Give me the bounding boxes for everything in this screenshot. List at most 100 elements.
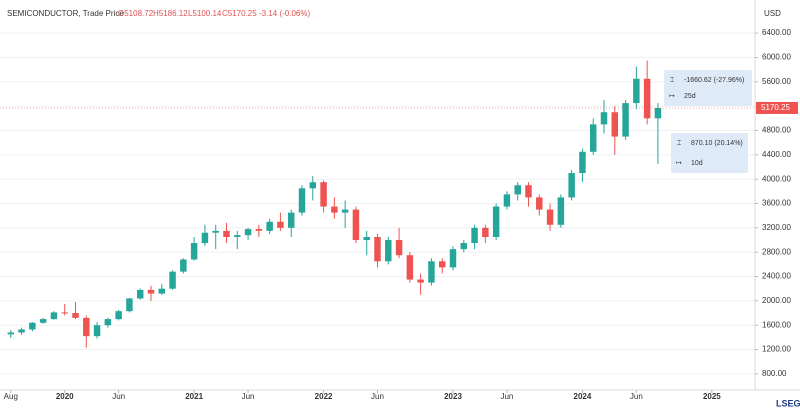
candle-body	[158, 288, 166, 294]
measure-change: -1660.62 (-27.96%)	[684, 77, 744, 84]
candle-body	[654, 107, 662, 119]
y-tick-label: 800.00	[762, 369, 787, 378]
candle-body	[471, 227, 478, 244]
candle-body	[449, 249, 457, 268]
measure-box	[671, 133, 748, 173]
x-tick-label: 2022	[315, 392, 333, 401]
y-tick-label: 3600.00	[762, 199, 791, 208]
candle-body	[589, 124, 597, 152]
x-tick-label: 2023	[444, 392, 462, 401]
measure-icon: ⌶	[670, 77, 674, 84]
candle-body	[374, 236, 381, 262]
measure-icon: ⌶	[677, 140, 681, 147]
candle-body	[600, 112, 608, 125]
y-tick-label: 4000.00	[762, 174, 791, 183]
candle-body	[83, 317, 90, 337]
candle-body	[201, 232, 209, 244]
x-tick-label: Jun	[500, 392, 513, 401]
candle-body	[536, 197, 543, 210]
candle-body	[622, 103, 629, 137]
candle-body	[428, 261, 435, 283]
close-value: C5170.25	[222, 9, 257, 18]
measure-box	[664, 70, 752, 106]
candle-body	[406, 255, 414, 280]
candle-body	[287, 212, 295, 228]
candle-body	[298, 188, 306, 213]
candle-body	[93, 325, 101, 337]
y-tick-label: 3200.00	[762, 223, 791, 232]
candle-body	[568, 173, 575, 198]
candle-body	[438, 261, 446, 268]
candle-body	[525, 185, 532, 198]
candle-body	[460, 243, 468, 250]
candle-body	[611, 112, 619, 137]
candle-body	[50, 312, 58, 320]
candle-body	[309, 182, 317, 189]
y-tick-label: 1200.00	[762, 345, 791, 354]
candle-body	[557, 197, 565, 225]
candle-body	[320, 182, 327, 207]
y-tick-label: 4400.00	[762, 150, 791, 159]
x-tick-label: 2024	[574, 392, 592, 401]
candle-body	[244, 229, 252, 236]
candle-body	[104, 319, 112, 326]
y-tick-label: 2400.00	[762, 272, 791, 281]
y-tick-label: 1600.00	[762, 320, 791, 329]
candle-body	[492, 206, 500, 237]
measure-change: 870.10 (20.14%)	[691, 140, 743, 147]
y-tick-label: 2800.00	[762, 247, 791, 256]
candle-body	[395, 240, 403, 256]
candle-body	[331, 206, 338, 213]
candle-body	[633, 78, 640, 104]
candle-body	[18, 329, 25, 333]
candle-body	[7, 332, 15, 335]
brand-logo: LSEG	[776, 398, 800, 408]
candle-body	[147, 289, 155, 294]
y-tick-label: 6400.00	[762, 28, 791, 37]
candle-body	[417, 279, 424, 283]
candle-body	[29, 322, 36, 330]
x-tick-label: Jun	[242, 392, 255, 401]
candle-body	[136, 289, 144, 299]
candle-body	[482, 227, 489, 237]
candle-body	[277, 221, 284, 228]
candle-body	[341, 209, 349, 213]
candle-body	[223, 230, 230, 237]
candle-body	[61, 312, 68, 314]
x-tick-label: Jun	[371, 392, 384, 401]
candle-body	[72, 313, 79, 318]
plot-area	[0, 32, 755, 375]
candle-body	[169, 271, 176, 289]
x-tick-label: 2025	[703, 392, 721, 401]
candle-body	[352, 209, 360, 241]
candle-body	[363, 236, 370, 241]
candle-body	[385, 240, 392, 262]
measure-icon: ↦	[669, 93, 675, 100]
candle-body	[503, 194, 511, 207]
y-tick-label: 2000.00	[762, 296, 791, 305]
measure-icon: ↦	[676, 160, 682, 167]
candle-body	[212, 230, 219, 233]
candle-body	[190, 243, 198, 260]
last-price-box	[756, 101, 798, 114]
candle-body	[514, 185, 521, 195]
low-value: L5100.14	[188, 9, 222, 18]
y-tick-label: 5600.00	[762, 77, 791, 86]
measure-duration: 10d	[691, 160, 703, 167]
y-tick-label: 6000.00	[762, 53, 791, 62]
candle-body	[39, 319, 47, 323]
last-price-label: 5170.25	[761, 103, 790, 112]
candle-body	[546, 209, 554, 225]
x-tick-label: Aug	[4, 392, 18, 401]
candle-body	[115, 311, 122, 320]
x-tick-label: 2021	[185, 392, 203, 401]
candle-body	[180, 259, 187, 272]
candle-body	[126, 298, 133, 312]
candle-body	[255, 229, 263, 231]
change-value: -3.14 (-0.06%)	[259, 9, 310, 18]
candle-body	[234, 235, 241, 237]
y-tick-label: 4800.00	[762, 126, 791, 135]
x-tick-label: 2020	[56, 392, 74, 401]
